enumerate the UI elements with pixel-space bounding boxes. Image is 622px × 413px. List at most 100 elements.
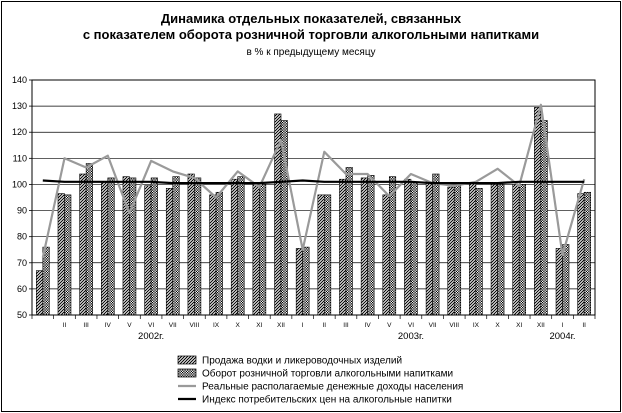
bar-turnover	[345, 167, 353, 316]
bar-turnover	[453, 185, 462, 316]
lines	[41, 103, 586, 258]
x-axis-ticks: II III IV V VI VII VIII IX X XI XII I II III IV V VI VII V…	[31, 315, 596, 329]
bar-vodka	[144, 185, 152, 316]
bar-vodka	[447, 186, 455, 316]
bar-turnover	[367, 175, 375, 316]
bar-turnover	[475, 188, 483, 316]
y-tick-label: 80	[17, 232, 27, 242]
bar-turnover	[259, 184, 267, 316]
x-tick-label: II	[63, 322, 67, 329]
bar-vodka	[230, 178, 239, 316]
bar-turnover	[388, 176, 397, 316]
x-tick-label: II	[323, 322, 327, 329]
legend-swatch-vodka	[177, 355, 197, 365]
year-labels: 2002г. 2003г. 2004г.	[138, 331, 576, 342]
y-tick-label: 110	[13, 153, 27, 163]
bar-turnover	[583, 191, 591, 316]
bar-turnover	[237, 176, 245, 316]
legend: Продажа водки и ликероводочных изделий О…	[177, 355, 463, 406]
legend-label-turnover: Оборот розничной торговли алкогольными н…	[202, 368, 453, 380]
y-axis-ticks: 50 60 70 80 90 100 110 120 130 140	[12, 75, 32, 320]
x-tick-label: XII	[277, 322, 285, 329]
bar-vodka	[100, 181, 109, 316]
legend-label-income: Реальные располагаемые денежные доходы н…	[202, 382, 463, 393]
bar-vodka	[79, 173, 87, 316]
x-tick-label: XI	[516, 322, 522, 329]
y-tick-label: 70	[17, 258, 27, 268]
legend-label-vodka: Продажа водки и ликероводочных изделий	[202, 356, 402, 367]
x-tick-label: VII	[429, 322, 437, 329]
x-tick-label: IX	[473, 322, 480, 329]
bar-turnover	[85, 163, 93, 316]
x-tick-label: II	[582, 322, 586, 329]
bar-turnover	[518, 184, 527, 316]
bar-turnover	[172, 176, 180, 316]
x-tick-label: VIII	[190, 322, 200, 329]
bar-vodka	[36, 270, 44, 316]
x-tick-label: III	[83, 322, 89, 329]
bar-vodka	[165, 188, 174, 316]
line-real-income	[41, 103, 586, 258]
y-tick-label: 60	[17, 284, 27, 294]
y-tick-label: 130	[12, 101, 27, 111]
y-tick-label: 120	[12, 127, 27, 137]
bar-turnover	[64, 194, 72, 316]
bar-turnover	[324, 194, 332, 316]
bar-vodka	[534, 107, 542, 316]
bar-vodka	[404, 178, 412, 316]
x-tick-label: IX	[213, 322, 220, 329]
bar-turnover	[302, 246, 310, 316]
bar-vodka	[577, 193, 585, 316]
bar-vodka	[425, 181, 433, 316]
x-tick-label: I	[302, 322, 304, 329]
year-label: 2004г.	[549, 331, 575, 342]
year-label: 2002г.	[138, 331, 164, 342]
bar-vodka	[490, 184, 498, 316]
bar-vodka	[295, 248, 303, 316]
bar-vodka	[339, 178, 347, 316]
x-tick-label: III	[343, 322, 349, 329]
y-tick-label: 100	[12, 179, 27, 189]
chart-title-line-1: Динамика отдельных показателей, связанны…	[161, 11, 462, 26]
year-label: 2003г.	[398, 331, 424, 342]
x-tick-label: VI	[408, 322, 414, 329]
x-tick-label: XII	[537, 322, 545, 329]
x-tick-label: V	[387, 322, 392, 329]
bar-turnover	[432, 173, 440, 316]
x-tick-label: XI	[256, 322, 262, 329]
y-tick-label: 50	[17, 310, 27, 320]
x-tick-label: V	[127, 322, 132, 329]
x-tick-label: VII	[169, 322, 177, 329]
y-tick-label: 140	[12, 75, 27, 85]
legend-label-cpi: Индекс потребительских цен на алкогольны…	[202, 394, 452, 406]
bar-vodka	[555, 248, 563, 316]
x-tick-label: VI	[148, 322, 154, 329]
bar-vodka	[252, 184, 260, 316]
x-tick-label: IV	[365, 322, 372, 329]
bar-vodka	[512, 184, 520, 316]
bars	[36, 107, 591, 316]
bar-vodka	[382, 194, 390, 316]
x-tick-label: I	[562, 322, 564, 329]
x-tick-label: IV	[105, 322, 112, 329]
legend-swatch-turnover	[177, 368, 197, 378]
chart-title-line-2: с показателем оборота розничной торговли…	[83, 27, 539, 42]
chart-subtitle: в % к предыдущему месяцу	[246, 47, 375, 58]
bar-turnover	[215, 191, 223, 316]
bar-vodka	[209, 194, 217, 316]
x-tick-label: X	[236, 322, 241, 329]
bar-vodka	[187, 173, 195, 316]
bar-turnover	[410, 181, 418, 316]
x-tick-label: VIII	[449, 322, 459, 329]
bar-vodka	[469, 182, 477, 316]
bar-turnover	[107, 177, 115, 316]
y-tick-label: 90	[17, 206, 27, 216]
bar-turnover	[150, 177, 158, 316]
bar-turnover	[194, 177, 202, 316]
line-cpi	[42, 179, 585, 185]
bar-turnover	[497, 184, 505, 316]
x-tick-label: X	[495, 322, 500, 329]
bar-vodka	[317, 194, 325, 316]
